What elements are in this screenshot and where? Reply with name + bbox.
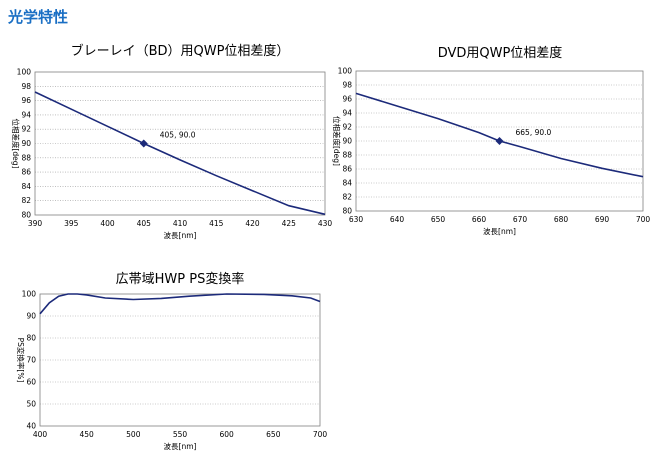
bd-xtick-label: 420 [245,219,260,228]
dvd-ytick-label: 100 [338,67,353,76]
hwp-y-axis-label: PS変換率[%] [16,338,26,383]
hwp-ytick-label: 80 [26,334,36,343]
hwp-ytick-label: 50 [26,400,36,409]
bd-series-line [34,91,326,216]
bd-chart: 80 82 84 86 88 90 92 94 96 98 100 390 395 400 405 410 41… [11,68,332,241]
bd-xtick-label: 425 [282,219,297,228]
dvd-ytick-label: 88 [342,151,352,160]
bd-ytick-label: 92 [21,125,31,134]
hwp-plot-frame [39,293,321,427]
hwp-ytick-label: 60 [26,378,36,387]
bd-xtick-label: 395 [64,219,79,228]
hwp-xtick-label: 450 [80,430,95,439]
dvd-xtick-label: 670 [513,215,528,224]
bd-y-axis-label: 位相差度[deg] [11,119,21,169]
bd-ytick-label: 84 [21,182,31,191]
bd-ytick-label: 90 [21,139,31,148]
dvd-ytick-label: 82 [342,193,352,202]
hwp-chart: 40 50 60 70 80 90 100 400 450 500 550 600 650 700 波長[n… [16,290,327,452]
hwp-ytick-label: 100 [22,290,37,299]
hwp-xtick-label: 650 [266,430,281,439]
page-heading: 光学特性 [8,8,69,26]
hwp-ytick-label: 40 [26,422,36,431]
bd-ytick-label: 88 [21,153,31,162]
bd-xtick-label: 415 [209,219,224,228]
bd-plot-frame [34,71,326,216]
hwp-xtick-label: 600 [220,430,235,439]
hwp-xtick-label: 500 [126,430,141,439]
dvd-xtick-label: 650 [431,215,446,224]
dvd-series-line [355,92,644,178]
dvd-xtick-label: 640 [390,215,405,224]
bd-ytick-label: 96 [21,96,31,105]
dvd-chart: 80 82 84 86 88 90 92 94 96 98 100 630 640 650 660 670 68… [332,67,650,237]
dvd-ytick-label: 86 [342,165,352,174]
dvd-marker-point [495,137,504,145]
bd-xtick-label: 405 [137,219,152,228]
hwp-xtick-label: 700 [313,430,328,439]
hwp-ytick-label: 90 [26,312,36,321]
dvd-ytick-label: 84 [342,179,352,188]
dvd-plot-frame [355,70,644,212]
hwp-series-line [39,293,321,315]
dvd-ytick-label: 90 [342,137,352,146]
dvd-ytick-label: 94 [342,109,352,118]
bd-ytick-label: 98 [21,82,31,91]
bd-ytick-label: 100 [17,68,32,77]
dvd-marker-label: 665, 90.0 [516,128,552,137]
dvd-ytick-label: 96 [342,95,352,104]
dvd-xtick-label: 660 [472,215,487,224]
hwp-chart-title: 広帯域HWP PS変換率 [115,272,245,287]
bd-marker-label: 405, 90.0 [160,131,196,140]
dvd-ytick-label: 92 [342,123,352,132]
bd-marker-point [139,139,148,148]
bd-xtick-label: 400 [100,219,115,228]
bd-xtick-label: 410 [173,219,188,228]
bd-ytick-label: 80 [21,211,31,220]
bd-xtick-label: 390 [28,219,43,228]
bd-xtick-label: 430 [318,219,333,228]
dvd-ytick-label: 98 [342,81,352,90]
dvd-xtick-label: 690 [595,215,610,224]
bd-ytick-label: 86 [21,168,31,177]
dvd-ytick-label: 80 [342,207,352,216]
bd-ytick-label: 82 [21,196,31,205]
dvd-xtick-label: 630 [349,215,364,224]
hwp-x-axis-label: 波長[nm] [164,441,197,451]
hwp-xtick-label: 400 [33,430,48,439]
bd-chart-title: ブレーレイ（BD）用QWP位相差度） [70,44,290,59]
dvd-x-axis-label: 波長[nm] [483,226,516,236]
dvd-y-axis-label: 位相差度[deg] [332,116,342,166]
bd-x-axis-label: 波長[nm] [164,230,197,240]
bd-ytick-label: 94 [21,110,31,119]
dvd-xtick-label: 700 [636,215,650,224]
dvd-chart-title: DVD用QWP位相差度 [437,46,563,61]
dvd-xtick-label: 680 [554,215,569,224]
hwp-xtick-label: 550 [173,430,188,439]
hwp-ytick-label: 70 [26,356,36,365]
